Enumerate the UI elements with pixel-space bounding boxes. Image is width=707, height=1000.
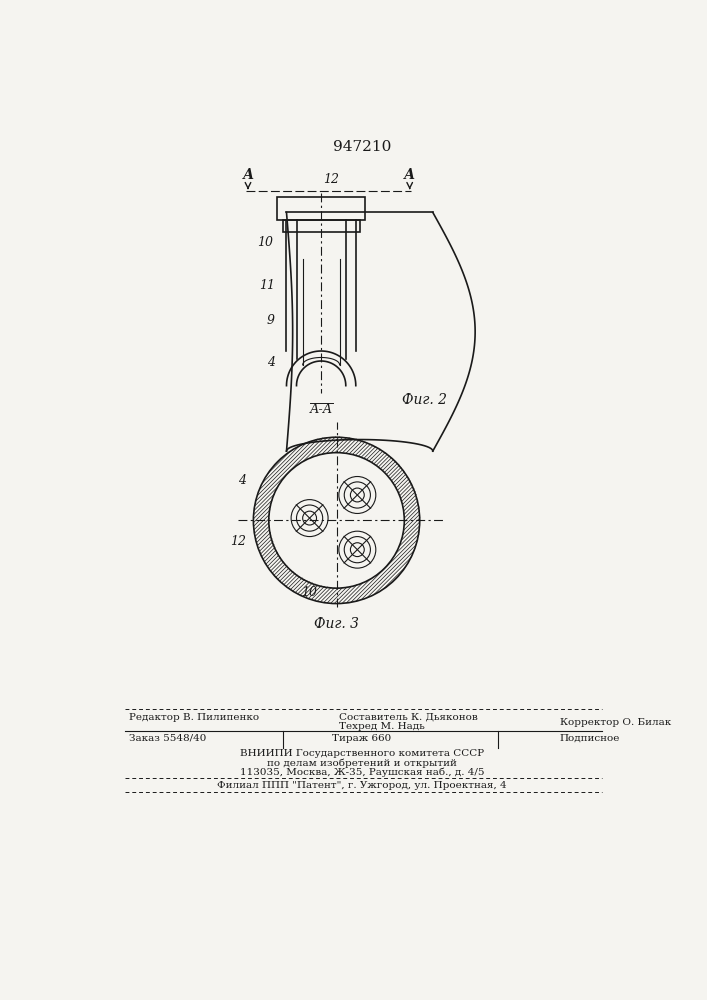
- Text: 4: 4: [238, 474, 246, 487]
- Text: 947210: 947210: [333, 140, 391, 154]
- Text: Техред М. Надь: Техред М. Надь: [339, 722, 425, 731]
- Text: Составитель К. Дьяконов: Составитель К. Дьяконов: [339, 713, 478, 722]
- Text: 113035, Москва, Ж-35, Раушская наб., д. 4/5: 113035, Москва, Ж-35, Раушская наб., д. …: [240, 768, 484, 777]
- Text: 4: 4: [267, 356, 275, 369]
- Text: 9: 9: [267, 314, 275, 327]
- Text: 10: 10: [301, 586, 317, 599]
- Text: 10: 10: [257, 235, 273, 248]
- Text: А: А: [243, 168, 254, 182]
- Text: 12: 12: [230, 535, 246, 548]
- Text: Фиг. 3: Фиг. 3: [314, 617, 359, 631]
- Text: Заказ 5548/40: Заказ 5548/40: [129, 734, 206, 743]
- Text: Подписное: Подписное: [560, 734, 620, 743]
- Text: А-А: А-А: [310, 403, 333, 416]
- Text: Филиал ППП "Патент", г. Ужгород, ул. Проектная, 4: Филиал ППП "Патент", г. Ужгород, ул. Про…: [217, 781, 507, 790]
- Text: Тираж 660: Тираж 660: [332, 734, 392, 743]
- Text: Редактор В. Пилипенко: Редактор В. Пилипенко: [129, 713, 259, 722]
- Text: ВНИИПИ Государственного комитета СССР: ВНИИПИ Государственного комитета СССР: [240, 749, 484, 758]
- Text: 12: 12: [322, 173, 339, 186]
- Text: 11: 11: [259, 279, 275, 292]
- Text: А: А: [404, 168, 415, 182]
- Text: Фиг. 2: Фиг. 2: [402, 393, 447, 407]
- Text: по делам изобретений и открытий: по делам изобретений и открытий: [267, 758, 457, 768]
- Text: Корректор О. Билак: Корректор О. Билак: [560, 718, 671, 727]
